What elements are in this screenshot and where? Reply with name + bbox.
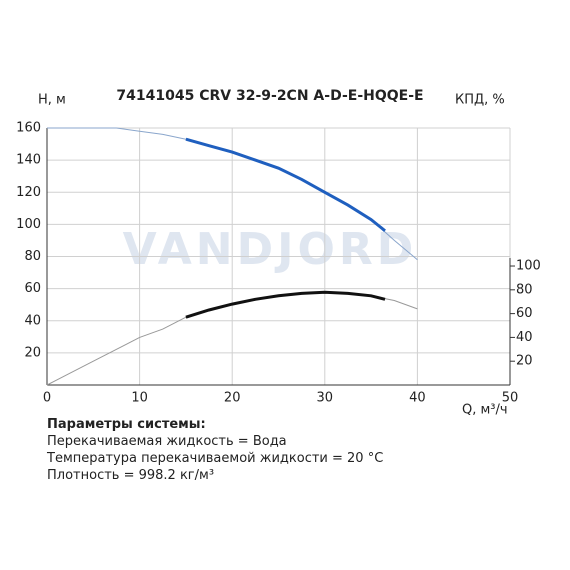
y-tick-label: 140 [16,153,41,168]
chart-title: 74141045 CRV 32-9-2CN A-D-E-HQQE-E [116,88,423,104]
x-tick-label: 10 [131,391,148,406]
y2-tick-label: 100 [516,259,541,274]
series-line [185,290,386,319]
series-line [185,137,386,232]
y2-tick-label: 80 [516,282,533,297]
y-tick-label: 120 [16,185,41,200]
parameter: Плотность = 998.2 кг/м³ [47,468,215,483]
y-tick-label: 60 [24,281,41,296]
parameter: Перекачиваемая жидкость = Вода [47,434,287,449]
parameter: Температура перекачиваемой жидкости = 20… [47,451,384,466]
y-tick-label: 40 [24,313,41,328]
chart: 74141045 CRV 32-9-2CN A-D-E-HQQE-E VANDJ… [16,88,541,416]
parameters: Параметры системы: Перекачиваемая жидкос… [47,416,383,484]
y-tick-label: 160 [16,121,41,136]
y2-tick-label: 60 [516,306,533,321]
x-axis-label: Q, м³/ч [462,403,508,416]
y-tick-label: 80 [24,249,41,264]
parameters-heading: Параметры системы: [47,417,206,432]
watermark: VANDJORD [123,224,418,275]
x-tick-label: 30 [317,391,334,406]
x-tick-label: 20 [224,391,241,406]
y-axis-label: H, м [38,93,66,108]
y-tick-label: 20 [24,345,41,360]
y2-tick-label: 40 [516,330,533,345]
x-tick-label: 40 [409,391,426,406]
y2-tick-label: 20 [516,354,533,369]
y2-axis-label: КПД, % [455,93,505,108]
y-tick-label: 100 [16,217,41,232]
x-tick-label: 50 [502,391,519,406]
x-tick-label: 0 [43,391,51,406]
